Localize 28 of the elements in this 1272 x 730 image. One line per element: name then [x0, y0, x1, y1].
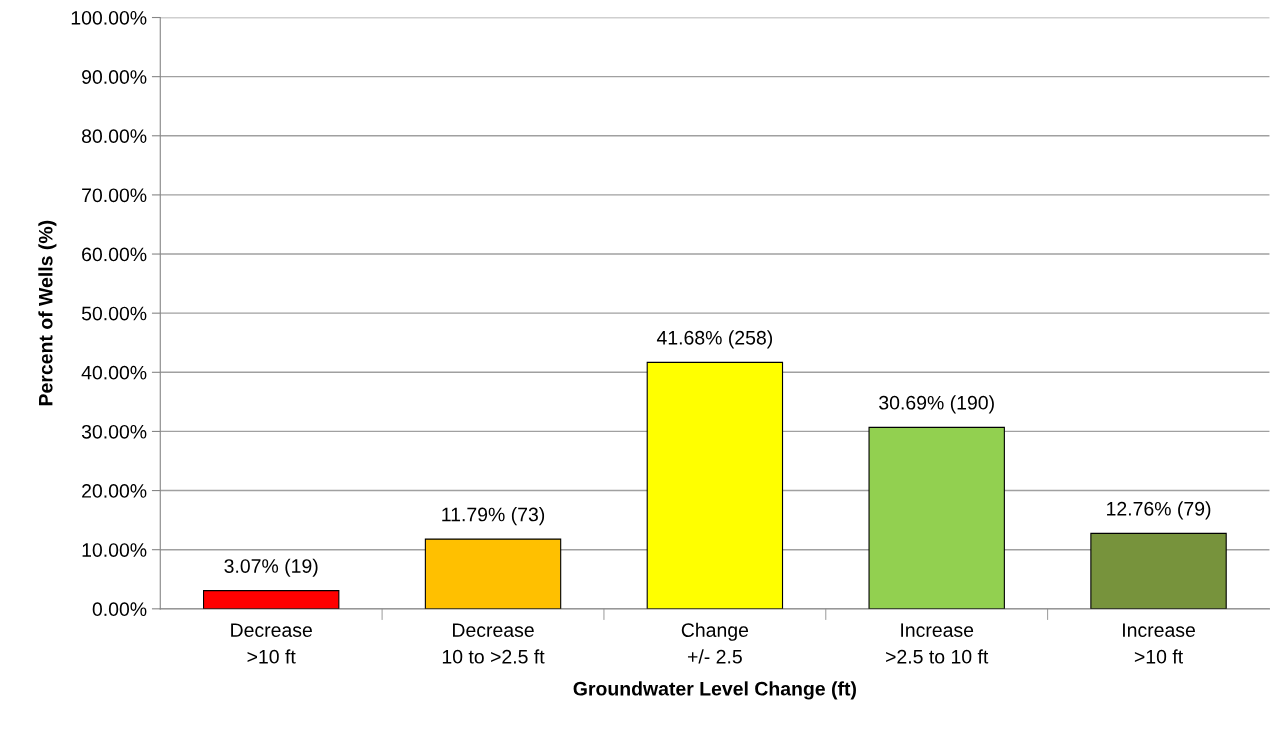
bar — [1090, 532, 1227, 609]
y-axis-title: Percent of Wells (%) — [38, 220, 57, 406]
bar — [646, 361, 784, 609]
x-tick-label: Increase >10 ft — [1123, 623, 1195, 664]
y-tick-label: 10.00% — [82, 543, 147, 557]
x-tick-label: Change +/- 2.5 — [681, 622, 749, 664]
bar — [868, 426, 1005, 609]
x-axis-title: Groundwater Level Change (ft) — [573, 681, 856, 700]
y-tick-label: 20.00% — [82, 484, 147, 498]
x-tick-label: Increase >2.5 to 10 ft — [886, 623, 989, 664]
y-tick-label: 100.00% — [71, 10, 147, 25]
y-tick-label: 50.00% — [81, 306, 147, 321]
data-label: 3.07% (19) — [224, 558, 318, 577]
bar — [202, 590, 340, 609]
bar — [424, 538, 562, 609]
x-tick-label: Decrease >10 ft — [231, 623, 312, 664]
y-tick-label: 40.00% — [81, 365, 147, 380]
data-label: 41.68% (258) — [656, 330, 773, 349]
x-tick-label: Decrease 10 to >2.5 ft — [442, 623, 545, 664]
y-tick-label: 60.00% — [82, 247, 147, 262]
data-label: 30.69% (190) — [879, 395, 994, 414]
data-label: 11.79% (73) — [442, 507, 545, 526]
y-tick-label: 0.00% — [92, 602, 147, 617]
y-tick-label: 70.00% — [82, 188, 147, 203]
data-label: 12.76% (79) — [1107, 501, 1211, 520]
y-tick-label: 80.00% — [81, 129, 147, 144]
y-tick-label: 90.00% — [82, 70, 147, 84]
y-tick-label: 30.00% — [81, 424, 147, 439]
